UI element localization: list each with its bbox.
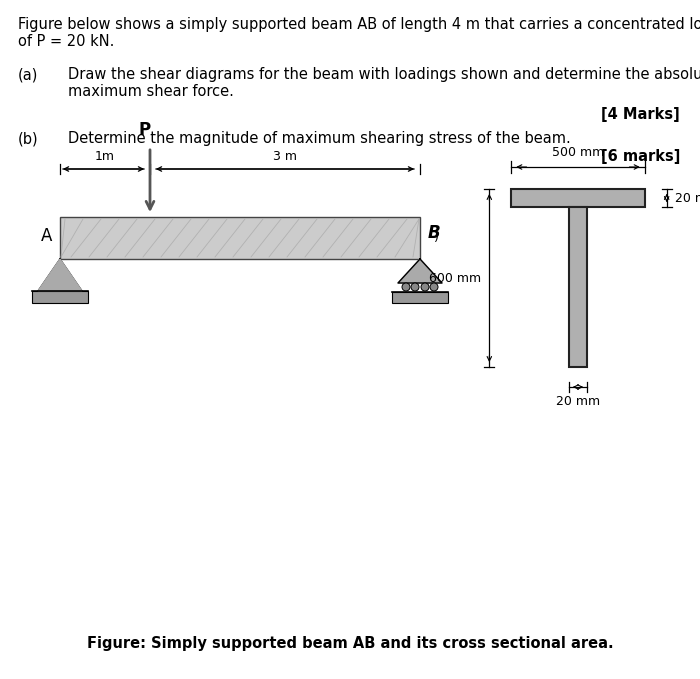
Text: 500 mm: 500 mm xyxy=(552,146,604,159)
Circle shape xyxy=(430,283,438,291)
Text: B: B xyxy=(428,224,440,242)
Bar xyxy=(392,292,448,303)
Circle shape xyxy=(411,283,419,291)
Text: [6 marks]: [6 marks] xyxy=(601,149,680,164)
Polygon shape xyxy=(398,259,442,283)
Circle shape xyxy=(421,283,429,291)
Text: Figure below shows a simply supported beam AB of length 4 m that carries a conce: Figure below shows a simply supported be… xyxy=(18,17,700,32)
Text: 600 mm: 600 mm xyxy=(429,272,482,285)
Bar xyxy=(32,291,88,303)
Circle shape xyxy=(402,283,410,291)
Text: A: A xyxy=(41,227,52,245)
Text: 20 mm: 20 mm xyxy=(556,395,600,408)
Bar xyxy=(511,189,645,207)
Text: Draw the shear diagrams for the beam with loadings shown and determine the absol: Draw the shear diagrams for the beam wit… xyxy=(68,67,700,82)
Text: Determine the magnitude of maximum shearing stress of the beam.: Determine the magnitude of maximum shear… xyxy=(68,131,570,146)
Text: 20 mm: 20 mm xyxy=(675,191,700,204)
Text: of P = 20 kN.: of P = 20 kN. xyxy=(18,34,114,49)
Text: [4 Marks]: [4 Marks] xyxy=(601,107,680,122)
Text: (b): (b) xyxy=(18,131,38,146)
Bar xyxy=(569,207,587,367)
Bar xyxy=(60,217,420,259)
Text: ): ) xyxy=(434,232,439,244)
Text: maximum shear force.: maximum shear force. xyxy=(68,84,234,99)
Polygon shape xyxy=(38,259,82,291)
Text: (a): (a) xyxy=(18,67,38,82)
Text: 3 m: 3 m xyxy=(273,150,297,163)
Text: P: P xyxy=(139,121,151,139)
Text: 1m: 1m xyxy=(95,150,115,163)
Text: Figure: Simply supported beam AB and its cross sectional area.: Figure: Simply supported beam AB and its… xyxy=(87,636,613,651)
